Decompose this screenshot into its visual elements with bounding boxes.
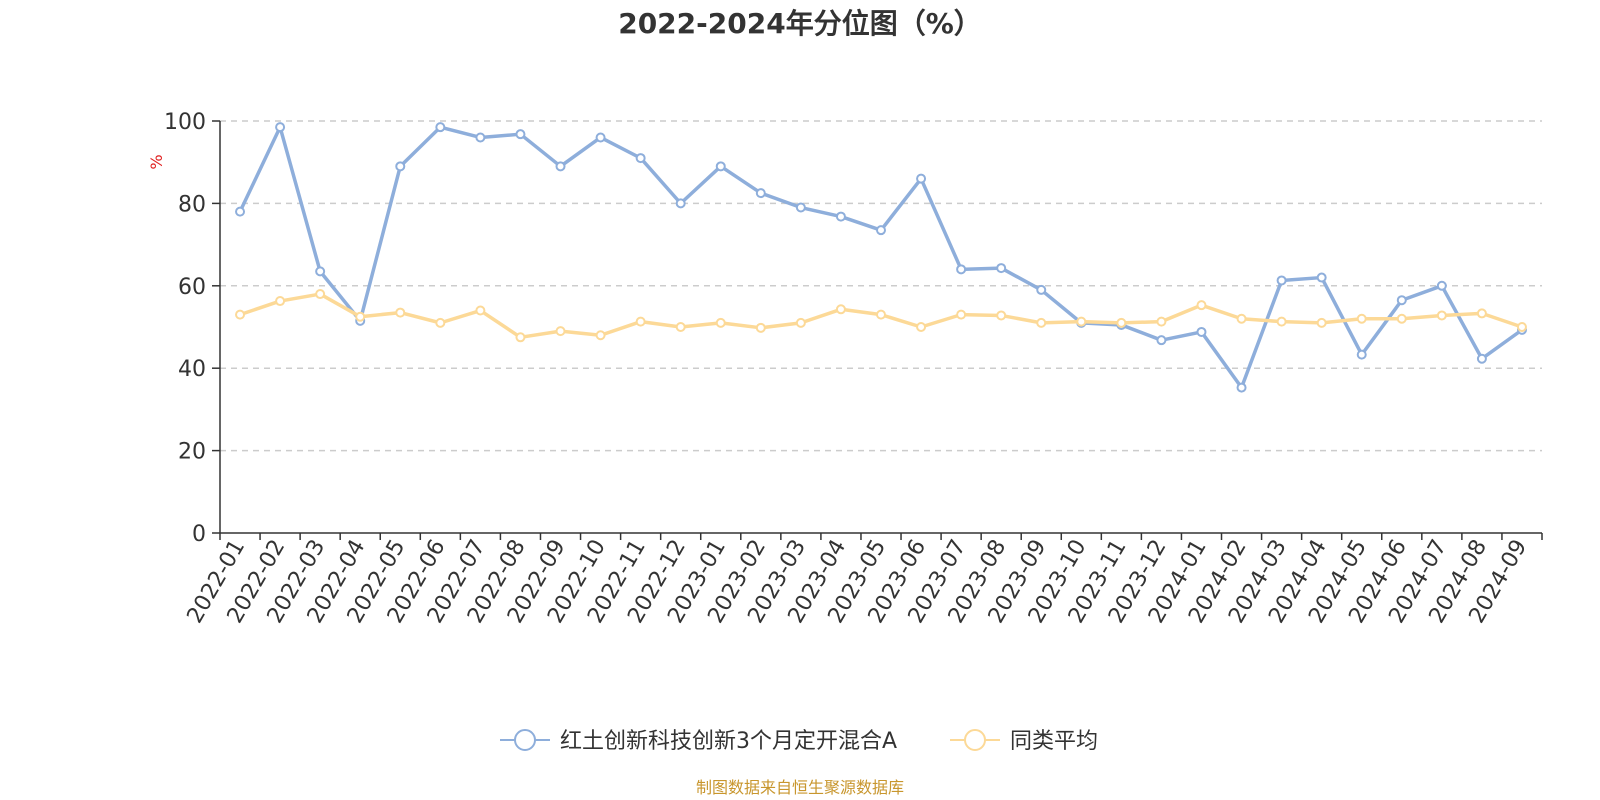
series-0-point[interactable] (795, 202, 806, 213)
series-0-point[interactable] (1236, 382, 1247, 393)
series-0-point[interactable] (235, 206, 246, 217)
series-1-point[interactable] (916, 322, 927, 332)
series-1-point[interactable] (1156, 316, 1167, 327)
y-tick-label: 60 (178, 275, 206, 300)
series-0-point[interactable] (956, 264, 967, 275)
series-1-point[interactable] (635, 316, 646, 327)
series-0-point[interactable] (1316, 272, 1327, 283)
series-1-point[interactable] (1396, 313, 1407, 324)
chart-title: 2022-2024年分位图（%） (618, 7, 982, 40)
series-1-point[interactable] (235, 309, 246, 320)
series-0-point[interactable] (1036, 284, 1047, 295)
series-1-point[interactable] (315, 289, 326, 300)
series-1-point[interactable] (1116, 317, 1127, 328)
x-tick-labels: 2022-012022-022022-032022-042022-052022-… (183, 536, 1533, 628)
series-1-point[interactable] (996, 310, 1007, 321)
series-0 (235, 122, 1527, 393)
series-0-point[interactable] (1356, 349, 1367, 360)
series-0-point[interactable] (876, 225, 886, 236)
series-1-point[interactable] (1076, 316, 1087, 327)
y-tick-label: 100 (164, 110, 206, 135)
series-0-point[interactable] (1436, 280, 1447, 291)
series-1-point[interactable] (515, 332, 526, 343)
y-tick-labels: 0 20 40 60 80 100 (164, 110, 206, 547)
series-0-point[interactable] (475, 132, 486, 143)
series-1 (235, 289, 1527, 343)
series-0-point[interactable] (1276, 275, 1287, 286)
series-1-point[interactable] (1276, 316, 1287, 327)
axes (212, 120, 1543, 540)
legend[interactable]: 红土创新科技创新3个月定开混合A 同类平均 (500, 729, 1098, 754)
y-tick-label: 0 (192, 522, 206, 547)
series-0-point[interactable] (275, 122, 286, 133)
series-0-point[interactable] (916, 173, 927, 184)
series-0-point[interactable] (755, 188, 766, 199)
series-1-point[interactable] (555, 326, 566, 337)
series-1-point[interactable] (1476, 308, 1487, 319)
series-1-point[interactable] (715, 317, 726, 328)
y-tick-label: 80 (178, 192, 206, 217)
series-1-point[interactable] (595, 330, 606, 341)
series-0-point[interactable] (1396, 295, 1407, 306)
series-1-point[interactable] (1436, 310, 1447, 321)
grid-lines (220, 120, 1542, 452)
series-1-point[interactable] (355, 311, 366, 322)
series-1-point[interactable] (1356, 313, 1367, 324)
data-source-note: 制图数据来自恒生聚源数据库 (696, 778, 904, 797)
series-1-point[interactable] (956, 309, 967, 320)
series-0-point[interactable] (1156, 335, 1167, 346)
legend-item-average[interactable]: 同类平均 (950, 729, 1098, 754)
series-0-point[interactable] (395, 161, 406, 172)
series-1-point[interactable] (1516, 322, 1527, 332)
legend-item-fund[interactable]: 红土创新科技创新3个月定开混合A (500, 729, 897, 754)
series-0-point[interactable] (1476, 353, 1487, 364)
y-axis-unit: % (147, 154, 166, 169)
series-0-line (238, 125, 1523, 390)
series-0-point[interactable] (635, 153, 646, 164)
series-0-point[interactable] (595, 132, 606, 143)
series-lines (235, 122, 1527, 393)
series-1-point[interactable] (1236, 313, 1247, 324)
series-1-point[interactable] (275, 296, 286, 307)
series-1-point[interactable] (675, 322, 686, 332)
legend-fund-marker (514, 729, 536, 751)
series-0-point[interactable] (515, 129, 526, 140)
series-1-point[interactable] (795, 317, 806, 328)
legend-fund-label: 红土创新科技创新3个月定开混合A (560, 729, 897, 754)
series-1-point[interactable] (475, 305, 486, 316)
y-tick-label: 20 (178, 440, 206, 465)
legend-average-marker (964, 729, 986, 751)
series-1-point[interactable] (876, 309, 886, 320)
series-0-point[interactable] (835, 211, 846, 222)
series-0-point[interactable] (1196, 326, 1207, 337)
series-1-point[interactable] (1036, 317, 1047, 328)
series-0-point[interactable] (996, 263, 1007, 274)
series-1-point[interactable] (435, 317, 446, 328)
series-1-point[interactable] (835, 304, 846, 315)
series-1-point[interactable] (1316, 317, 1327, 328)
series-0-point[interactable] (675, 198, 686, 209)
series-1-point[interactable] (1196, 300, 1207, 311)
legend-average-label: 同类平均 (1010, 729, 1098, 754)
series-1-point[interactable] (395, 307, 406, 318)
series-0-point[interactable] (315, 266, 326, 277)
y-tick-label: 40 (178, 357, 206, 382)
series-0-point[interactable] (715, 161, 726, 172)
series-0-point[interactable] (435, 122, 446, 133)
series-1-point[interactable] (755, 322, 766, 333)
series-0-point[interactable] (555, 161, 566, 172)
